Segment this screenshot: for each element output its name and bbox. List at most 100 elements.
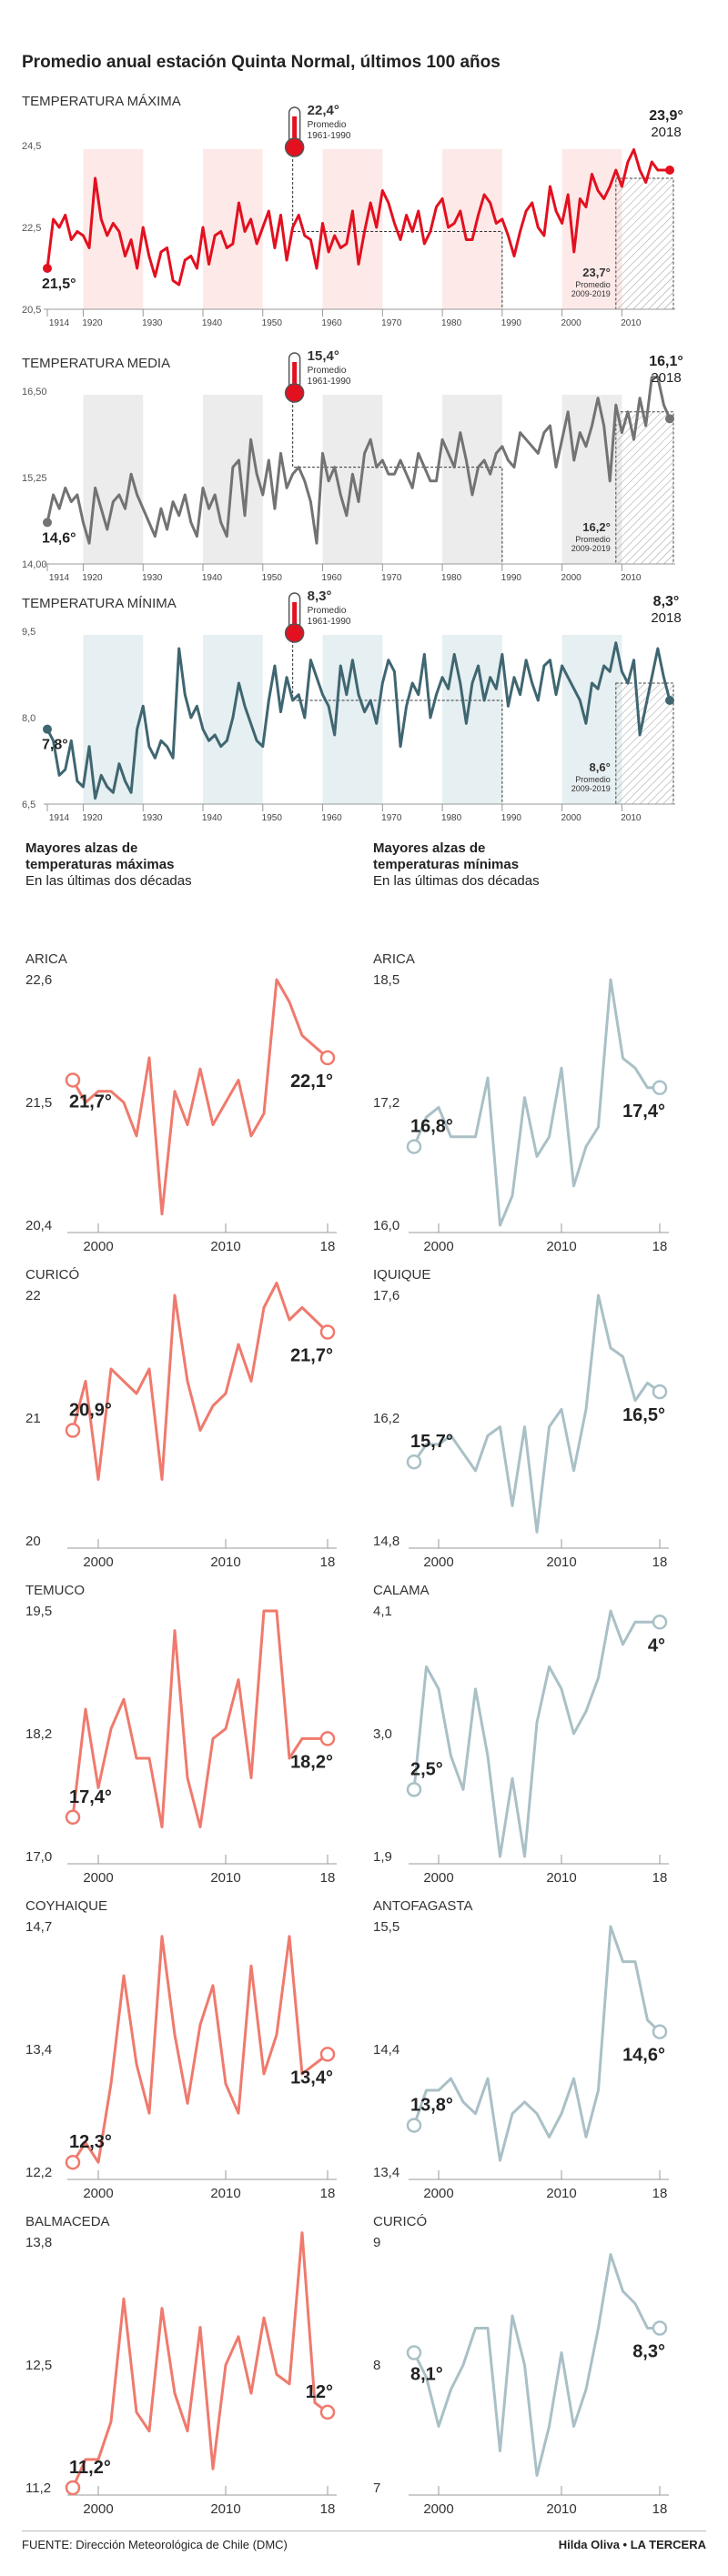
tmin-ytick: 9,5 — [22, 627, 35, 638]
temuco-max-ytick: 17,0 — [25, 1849, 52, 1865]
tmed-xtick: 1920 — [82, 573, 103, 583]
arica-max-xtick: 18 — [320, 1239, 336, 1254]
tmin-xtick: 1930 — [142, 813, 163, 823]
tmed-recent-hatch — [615, 411, 674, 565]
section-heading-max-line2: temperaturas máximas — [25, 857, 175, 872]
tmax-end-point — [665, 166, 674, 175]
tmed-xtick: 1960 — [321, 573, 342, 583]
tmed-ytick: 15,25 — [22, 473, 47, 484]
tmax-xtick: 1940 — [202, 318, 223, 328]
arica-max-start-label: 21,7° — [69, 1092, 112, 1112]
tmin-xtick: 1914 — [49, 813, 70, 823]
curico-max-xtick: 18 — [320, 1555, 336, 1570]
tmin-recent-caption-1: Promedio — [575, 775, 611, 784]
tmin-xtick: 2010 — [621, 813, 642, 823]
section-heading-max-line1: Mayores alzas de — [25, 840, 138, 856]
tmin-start-label: 7,8° — [42, 738, 68, 753]
iquique-min-ytick: 16,2 — [373, 1411, 399, 1426]
tmax-title: TEMPERATURA MÁXIMA — [22, 94, 181, 109]
tmax-xtick: 1950 — [262, 318, 283, 328]
temuco-max-series-line — [71, 1609, 328, 1829]
iquique-min-end-point — [652, 1384, 668, 1400]
tmin-ref-caption-1: Promedio — [308, 606, 347, 616]
tmax-end-year: 2018 — [651, 125, 681, 140]
iquique-min-title: IQUIQUE — [373, 1267, 430, 1283]
iquique-min-ytick: 17,6 — [373, 1288, 399, 1303]
tmin-xtick: 1960 — [321, 813, 342, 823]
curico-min-xtick: 2010 — [546, 2501, 576, 2517]
calama-min-xtick: 2000 — [423, 1870, 453, 1886]
iquique-min-xtick: 2010 — [546, 1555, 576, 1570]
calama-min-start-label: 2,5° — [410, 1759, 443, 1779]
tmax-thermometer-bulb — [284, 137, 305, 157]
curico-max-end-point — [319, 1324, 336, 1340]
balmaceda-max-ytick: 13,8 — [25, 2235, 52, 2250]
tmin-xtick: 1950 — [262, 813, 283, 823]
tmax-recent-caption-2: 2009-2019 — [571, 289, 611, 298]
tmin-xtick: 1970 — [381, 813, 402, 823]
temuco-max-ytick: 18,2 — [25, 1726, 52, 1742]
tmed-xtick: 1930 — [142, 573, 163, 583]
tmed-decade-band — [442, 395, 502, 564]
balmaceda-max-start-point — [65, 2480, 81, 2496]
tmed-ytick: 14,00 — [22, 559, 47, 570]
coyhaique-max-ytick: 14,7 — [25, 1919, 52, 1935]
balmaceda-max-end-point — [319, 2404, 336, 2420]
curico-min-end-point — [652, 2320, 668, 2336]
tmed-xtick: 1970 — [381, 573, 402, 583]
page-title: Promedio anual estación Quinta Normal, ú… — [22, 53, 500, 72]
tmax-ytick: 20,5 — [22, 305, 41, 316]
antofagasta-min-end-point — [652, 2024, 668, 2039]
iquique-min-start-point — [406, 1454, 422, 1470]
arica-min-title: ARICA — [373, 951, 415, 967]
tmax-xtick: 1970 — [381, 318, 402, 328]
tmax-xtick: 1930 — [142, 318, 163, 328]
temuco-max-end-point — [319, 1731, 336, 1746]
tmin-ytick: 8,0 — [22, 713, 35, 724]
tmax-ytick: 22,5 — [22, 223, 41, 234]
tmax-ref-label: 22,4° — [308, 103, 339, 118]
section-heading-min-line2: temperaturas mínimas — [373, 857, 520, 872]
curico-min-series-line — [412, 2253, 660, 2477]
balmaceda-max-xtick: 2010 — [210, 2501, 240, 2517]
tmax-recent-hatch — [615, 177, 674, 310]
tmin-thermometer-bulb — [284, 623, 305, 643]
antofagasta-min-xtick: 2010 — [546, 2186, 576, 2201]
tmax-series-line — [46, 148, 670, 287]
calama-min-series-line — [412, 1609, 660, 1858]
antofagasta-min-xtick: 2000 — [423, 2186, 453, 2201]
temuco-max-start-label: 17,4° — [69, 1787, 112, 1807]
curico-min-ytick: 9 — [373, 2235, 380, 2250]
tmin-recent-caption-2: 2009-2019 — [571, 784, 611, 793]
tmed-xtick: 1950 — [262, 573, 283, 583]
calama-min-ytick: 4,1 — [373, 1604, 392, 1619]
tmed-series-line — [46, 376, 672, 545]
tmax-xtick: 1920 — [82, 318, 103, 328]
tmed-xtick: 2010 — [621, 573, 642, 583]
balmaceda-max-ytick: 12,5 — [25, 2358, 52, 2373]
tmin-title: TEMPERATURA MÍNIMA — [22, 596, 177, 611]
tmin-xtick: 1920 — [82, 813, 103, 823]
tmax-thermometer-fill — [292, 116, 298, 144]
antofagasta-min-start-label: 13,8° — [410, 2096, 453, 2116]
arica-max-end-point — [319, 1050, 336, 1066]
tmin-recent-hatch — [615, 682, 674, 805]
arica-min-ytick: 18,5 — [373, 972, 399, 988]
antofagasta-min-ytick: 14,4 — [373, 2042, 399, 2058]
curico-max-end-label: 21,7° — [290, 1346, 333, 1366]
tmed-ref-caption-1: Promedio — [308, 366, 347, 376]
antofagasta-min-title: ANTOFAGASTA — [373, 1898, 472, 1914]
arica-max-series-line — [71, 978, 329, 1216]
curico-min-start-label: 8,1° — [410, 2365, 443, 2385]
curico-max-xtick: 2010 — [210, 1555, 240, 1570]
tmax-end-label: 23,9° — [649, 108, 683, 124]
curico-min-ytick: 7 — [373, 2480, 380, 2496]
tmed-thermometer-fill — [292, 362, 298, 389]
balmaceda-max-end-label: 12° — [306, 2382, 333, 2402]
arica-min-ytick: 16,0 — [373, 1218, 399, 1233]
temuco-max-xtick: 18 — [320, 1870, 336, 1886]
tmin-xtick: 1990 — [501, 813, 522, 823]
section-heading-min: Mayores alzas de temperaturas mínimas — [373, 840, 519, 873]
tmin-end-label: 8,3° — [653, 594, 680, 609]
tmax-recent-label: 23,7° — [582, 266, 611, 279]
